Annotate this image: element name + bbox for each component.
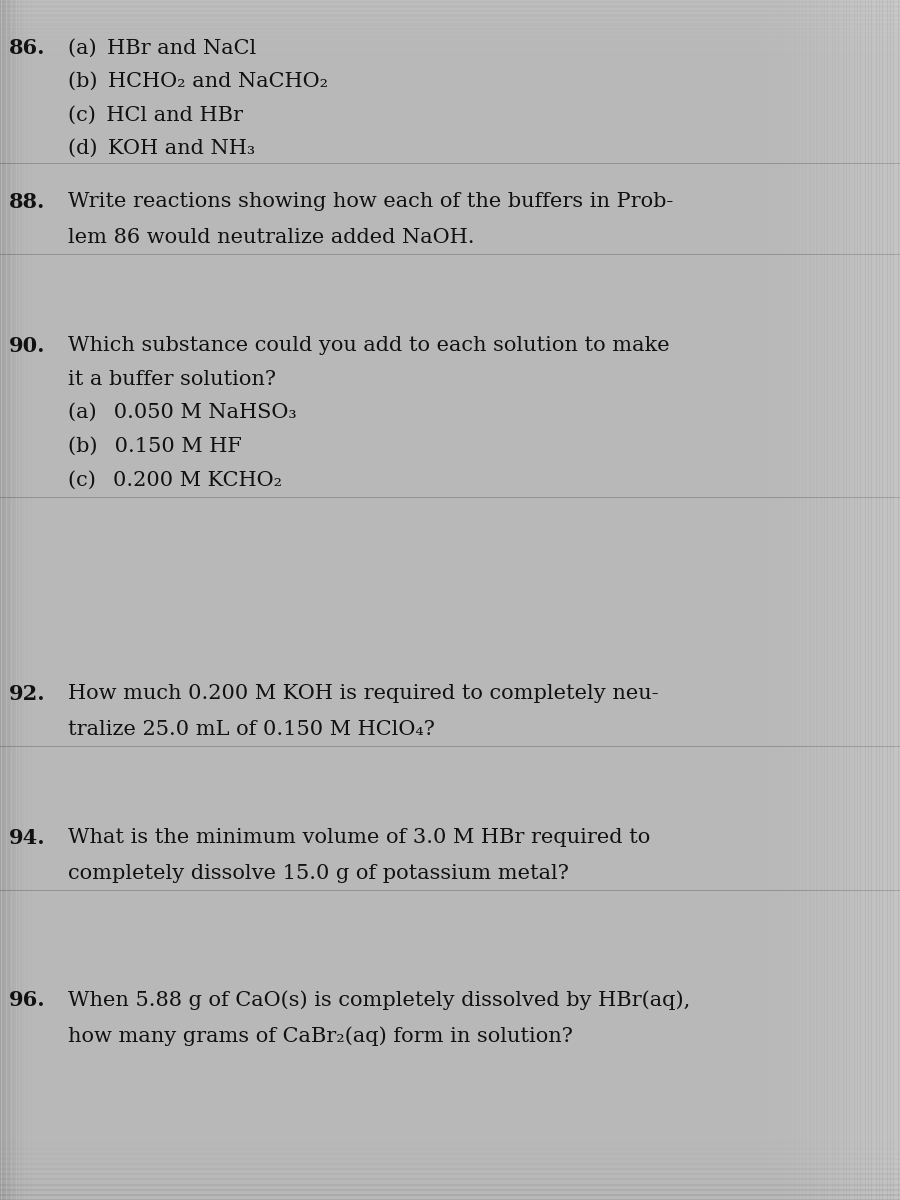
Text: (d) KOH and NH₃: (d) KOH and NH₃ (68, 139, 255, 158)
Text: it a buffer solution?: it a buffer solution? (68, 370, 275, 389)
Text: 86.: 86. (9, 38, 46, 59)
Text: How much 0.200 M KOH is required to completely neu-: How much 0.200 M KOH is required to comp… (68, 684, 658, 703)
Text: 96.: 96. (9, 990, 46, 1010)
Text: (a)  0.050 M NaHSO₃: (a) 0.050 M NaHSO₃ (68, 403, 296, 422)
Text: how many grams of CaBr₂(aq) form in solution?: how many grams of CaBr₂(aq) form in solu… (68, 1026, 572, 1045)
Text: tralize 25.0 mL of 0.150 M HClO₄?: tralize 25.0 mL of 0.150 M HClO₄? (68, 720, 435, 739)
Text: Which substance could you add to each solution to make: Which substance could you add to each so… (68, 336, 669, 355)
Text: 94.: 94. (9, 828, 46, 848)
Text: lem 86 would neutralize added NaOH.: lem 86 would neutralize added NaOH. (68, 228, 474, 247)
Text: (a) HBr and NaCl: (a) HBr and NaCl (68, 38, 256, 58)
Text: 88.: 88. (9, 192, 45, 212)
Text: completely dissolve 15.0 g of potassium metal?: completely dissolve 15.0 g of potassium … (68, 864, 569, 883)
Text: When 5.88 g of CaO(s) is completely dissolved by HBr(aq),: When 5.88 g of CaO(s) is completely diss… (68, 990, 689, 1009)
Text: (b)  0.150 M HF: (b) 0.150 M HF (68, 437, 241, 456)
Text: Write reactions showing how each of the buffers in Prob-: Write reactions showing how each of the … (68, 192, 673, 211)
Text: (c) HCl and HBr: (c) HCl and HBr (68, 106, 242, 125)
Text: 90.: 90. (9, 336, 46, 356)
Text: (b) HCHO₂ and NaCHO₂: (b) HCHO₂ and NaCHO₂ (68, 72, 328, 91)
Text: (c)  0.200 M KCHO₂: (c) 0.200 M KCHO₂ (68, 470, 282, 490)
Text: What is the minimum volume of 3.0 M HBr required to: What is the minimum volume of 3.0 M HBr … (68, 828, 650, 847)
Text: 92.: 92. (9, 684, 46, 704)
